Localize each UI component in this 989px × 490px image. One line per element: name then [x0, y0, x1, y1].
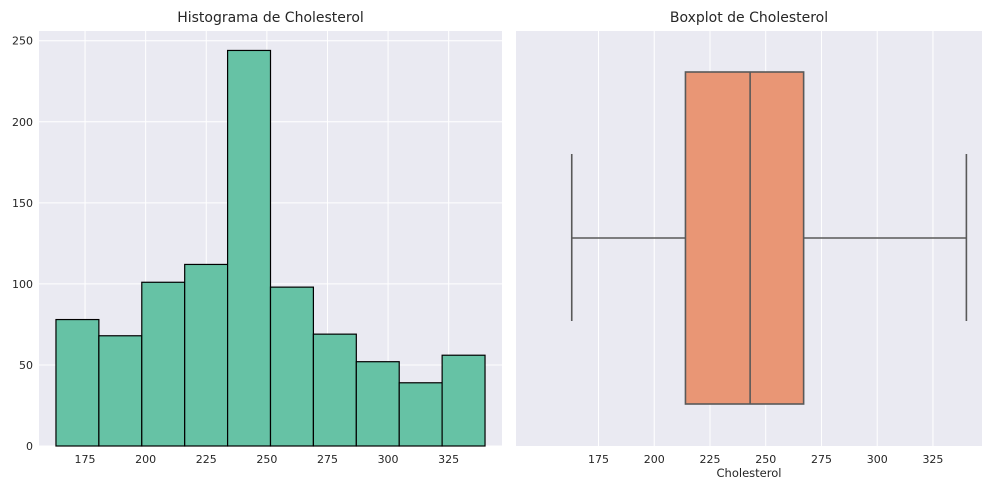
y-tick-label: 250: [12, 35, 33, 48]
histogram-bar: [98, 335, 143, 447]
histogram-title: Histograma de Cholesterol: [177, 10, 364, 26]
interquartile-box: [684, 71, 805, 405]
boxplot-title: Boxplot de Cholesterol: [670, 10, 828, 26]
x-tick-label: 250: [256, 453, 277, 466]
histogram-panel: 175 200 225 250 275 300 325 0 50 100 150 200 250 Hi…: [12, 10, 502, 466]
boxplot-shapes: [570, 71, 968, 405]
histogram-x-ticks: 175 200 225 250 275 300 325: [75, 453, 460, 466]
boxplot-x-axis-label: Cholesterol: [717, 466, 782, 480]
y-tick-label: 200: [12, 116, 33, 129]
x-tick-label: 175: [588, 453, 609, 466]
x-tick-label: 300: [378, 453, 399, 466]
y-tick-label: 50: [19, 359, 33, 372]
x-tick-label: 275: [811, 453, 832, 466]
boxplot-x-ticks: 175 200 225 250 275 300 325: [588, 453, 943, 466]
histogram-bar: [355, 361, 400, 447]
x-tick-label: 175: [75, 453, 96, 466]
histogram-y-ticks: 0 50 100 150 200 250: [12, 35, 33, 453]
x-tick-label: 325: [922, 453, 943, 466]
histogram-bar: [55, 318, 100, 447]
histogram-bar: [398, 382, 443, 447]
histogram-bar: [141, 281, 186, 447]
histogram-bars: [55, 49, 486, 447]
histogram-bar: [226, 49, 272, 447]
y-tick-label: 150: [12, 197, 33, 210]
x-tick-label: 200: [644, 453, 665, 466]
boxplot-panel: 175 200 225 250 275 300 325 Boxplot de Cholest…: [516, 10, 982, 480]
x-tick-label: 200: [135, 453, 156, 466]
histogram-bar: [269, 286, 315, 447]
y-tick-label: 0: [26, 440, 33, 453]
histogram-bar: [441, 354, 486, 447]
x-tick-label: 225: [699, 453, 720, 466]
x-tick-label: 325: [438, 453, 459, 466]
x-tick-label: 250: [755, 453, 776, 466]
histogram-bar: [312, 333, 357, 447]
histogram-bar: [184, 263, 229, 447]
x-tick-label: 275: [317, 453, 338, 466]
x-tick-label: 300: [867, 453, 888, 466]
y-tick-label: 100: [12, 278, 33, 291]
x-tick-label: 225: [196, 453, 217, 466]
